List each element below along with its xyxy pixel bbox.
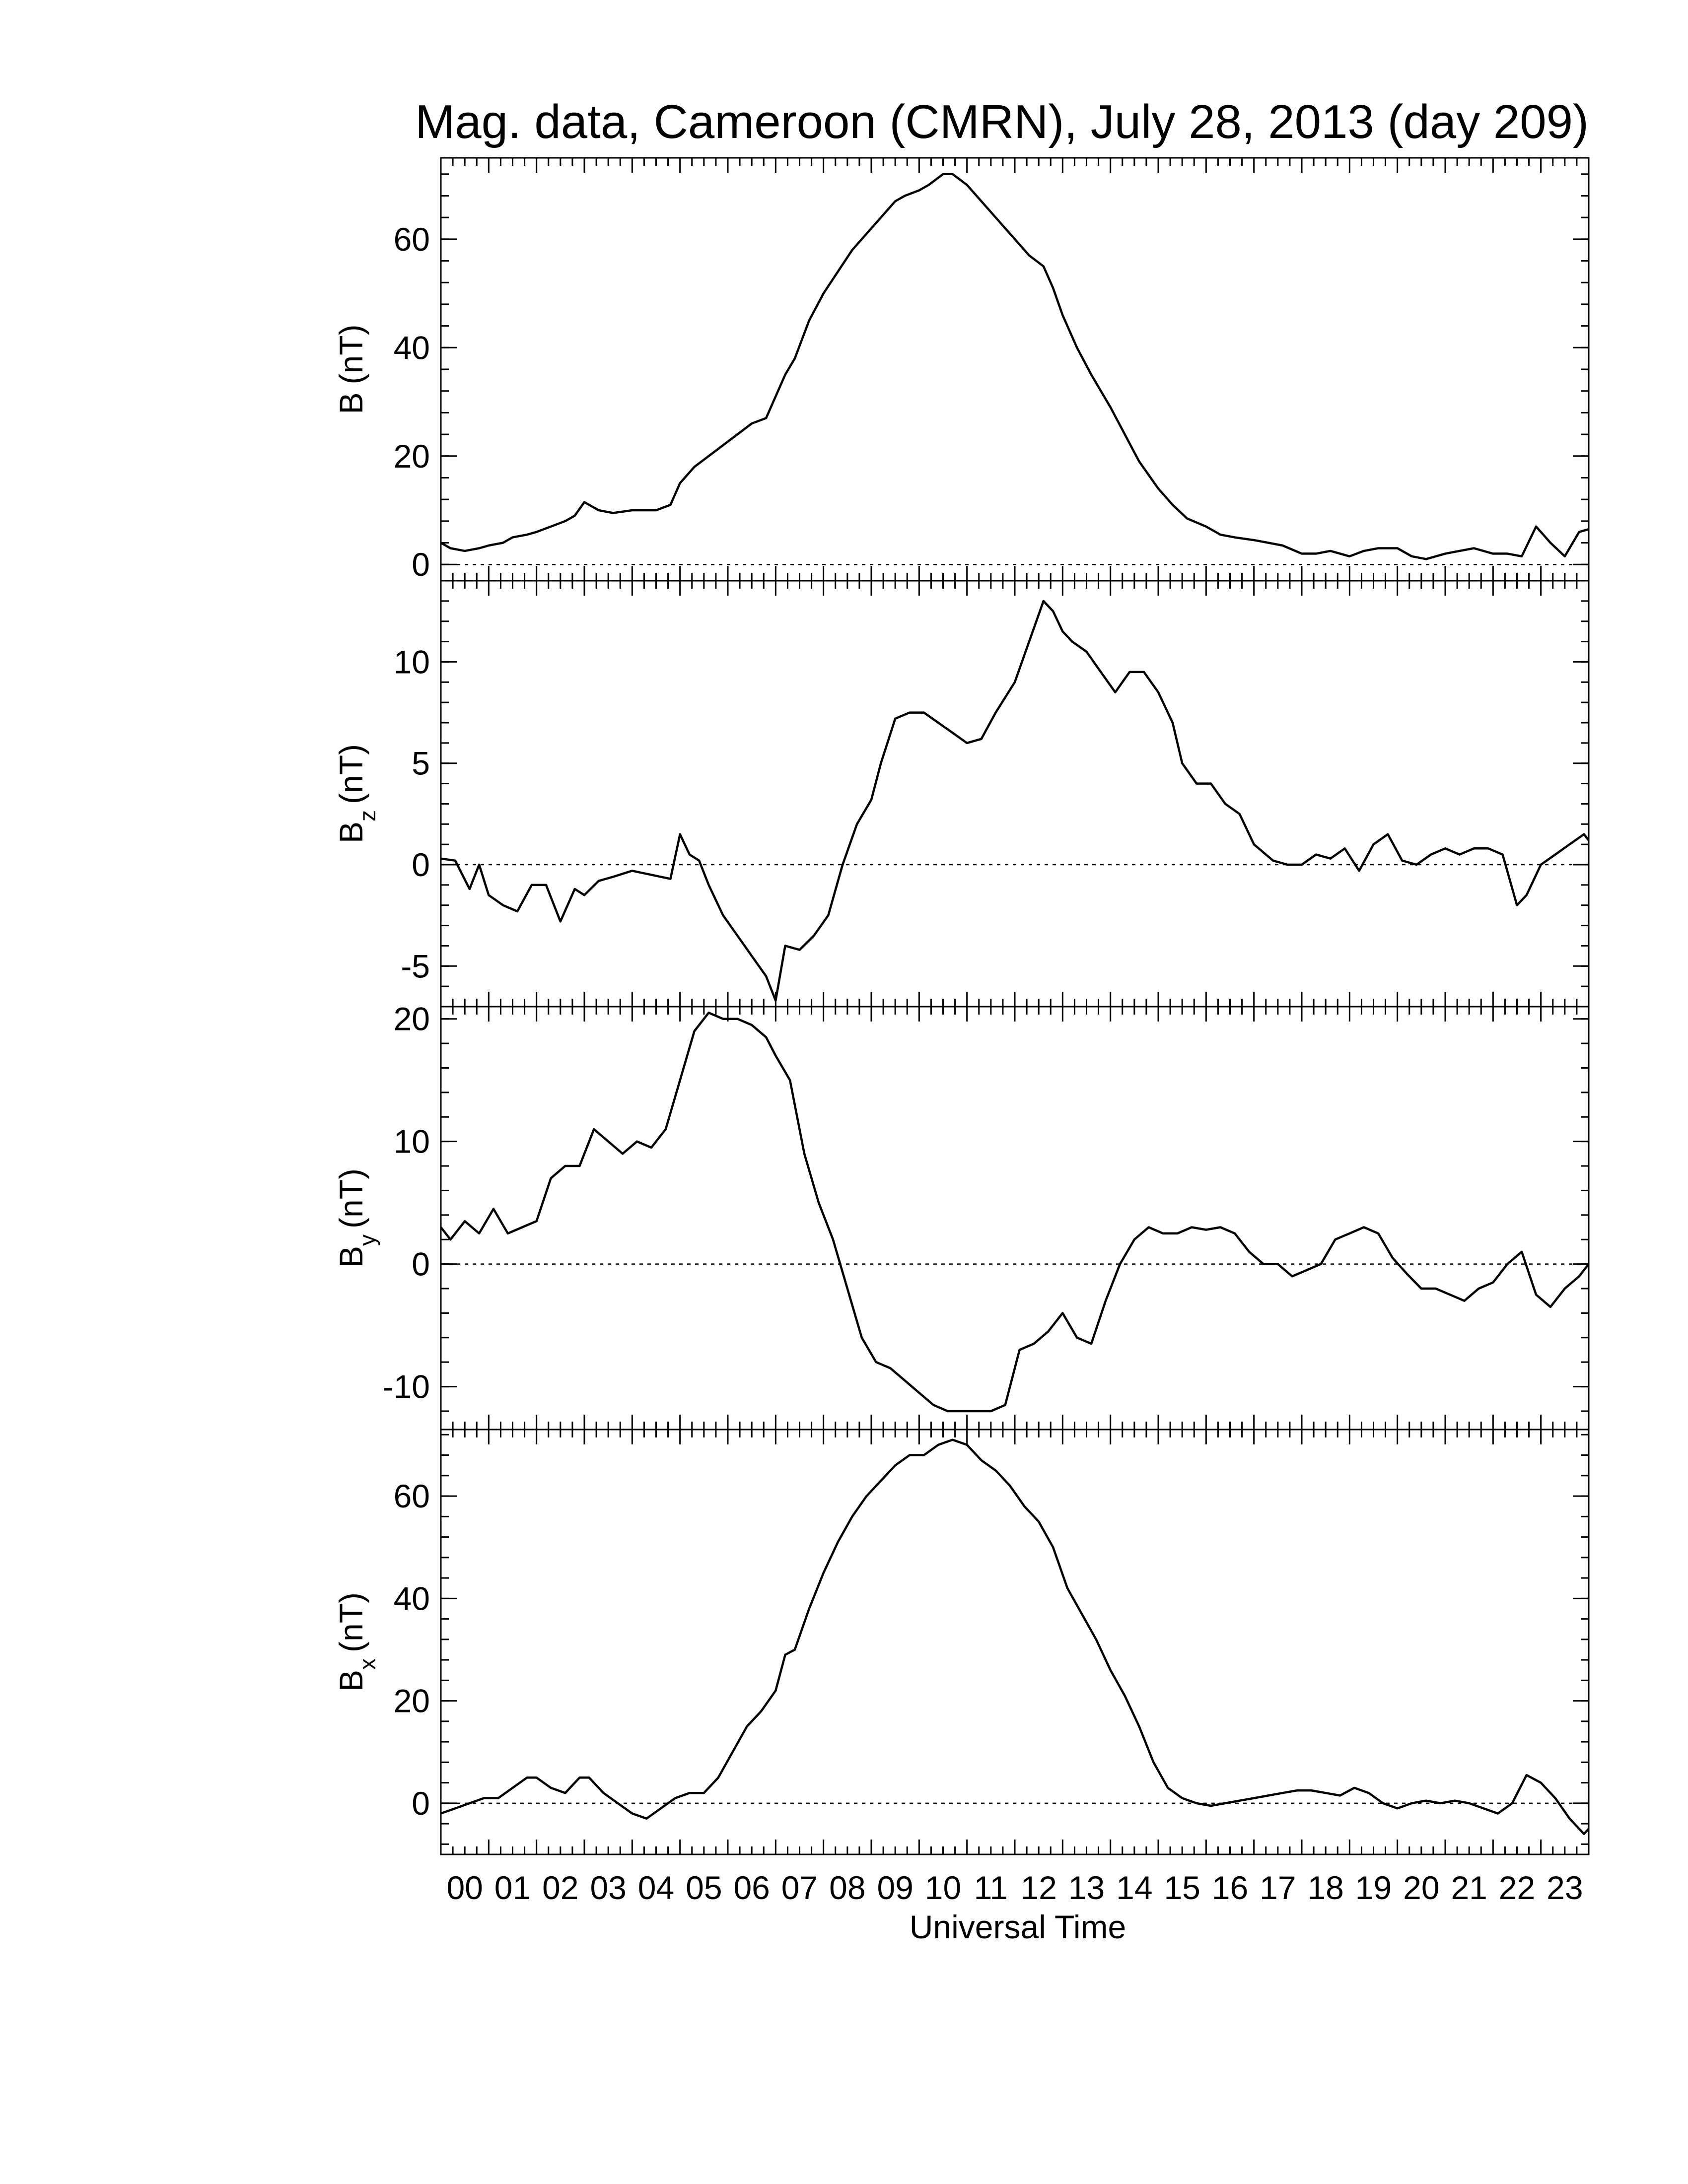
y-tick-label: 0 <box>412 546 430 583</box>
x-tick-label: 18 <box>1307 1869 1343 1906</box>
x-tick-label: 12 <box>1020 1869 1056 1906</box>
x-tick-label: 06 <box>733 1869 770 1906</box>
x-tick-label: 04 <box>638 1869 674 1906</box>
x-tick-label: 03 <box>590 1869 626 1906</box>
y-axis-label-main: B <box>333 1246 369 1268</box>
x-tick-label: 14 <box>1116 1869 1152 1906</box>
x-tick-label: 07 <box>781 1869 818 1906</box>
x-tick-label: 19 <box>1355 1869 1392 1906</box>
y-axis-label-main: B <box>333 392 369 414</box>
y-axis-label-main: B <box>333 1670 369 1692</box>
y-tick-label: 20 <box>394 438 430 475</box>
panel-B: 0 20 40 60 B (nT) <box>333 157 1590 583</box>
y-tick-label: 20 <box>394 1001 430 1037</box>
y-axis-label-subscript: x <box>354 1658 380 1670</box>
y-axis-label-B: B (nT) <box>333 324 369 414</box>
series-line-B <box>440 173 1589 560</box>
x-tick-label: 21 <box>1451 1869 1487 1906</box>
y-tick-label: 0 <box>412 1785 430 1822</box>
y-tick-label: 40 <box>394 1580 430 1617</box>
y-tick-label: 0 <box>412 846 430 883</box>
x-axis-label: Universal Time <box>910 1909 1126 1945</box>
y-tick-label: 60 <box>394 221 430 258</box>
x-tick-label: 22 <box>1499 1869 1535 1906</box>
y-tick-label: 0 <box>412 1246 430 1283</box>
x-tick-label: 20 <box>1403 1869 1439 1906</box>
panel-Bz: -5 0 5 10 Bz (nT) <box>333 580 1590 1008</box>
x-tick-label: 15 <box>1164 1869 1200 1906</box>
y-tick-label: -10 <box>383 1368 430 1405</box>
panels-group: 0 20 40 60 B (nT) -5 0 5 10 Bz (nT) -10 0 10 20 By (nT) 0 2… <box>333 157 1590 1855</box>
y-tick-label: 5 <box>412 745 430 782</box>
y-axis-label-Bx: Bx (nT) <box>333 1592 380 1692</box>
x-tick-label: 08 <box>829 1869 865 1906</box>
y-tick-label: 60 <box>394 1478 430 1514</box>
y-axis-label-subscript: z <box>354 810 380 821</box>
y-axis-label-By: By (nT) <box>333 1168 380 1268</box>
x-tick-label: 17 <box>1260 1869 1296 1906</box>
panel-By: -10 0 10 20 By (nT) <box>333 1001 1590 1431</box>
y-tick-label: 40 <box>394 329 430 366</box>
y-axis-label-Bz: Bz (nT) <box>333 744 380 843</box>
y-axis-label-subscript: y <box>354 1234 380 1246</box>
x-tick-label: 23 <box>1547 1869 1583 1906</box>
series-line-By <box>440 1012 1590 1413</box>
panel-Bx: 0 20 40 60 Bx (nT) <box>333 1429 1590 1855</box>
y-axis-label-main: B <box>333 821 369 843</box>
panel-frame-Bz <box>440 580 1590 1008</box>
y-tick-label: 20 <box>394 1683 430 1719</box>
x-tick-label: 09 <box>877 1869 913 1906</box>
x-tick-label: 11 <box>974 1869 1008 1906</box>
y-axis-label-unit: (nT) <box>333 744 369 804</box>
x-tick-label: 10 <box>925 1869 961 1906</box>
y-axis-label-unit: (nT) <box>333 1592 369 1652</box>
chart-title: Mag. data, Cameroon (CMRN), July 28, 201… <box>415 95 1589 148</box>
x-tick-label: 13 <box>1068 1869 1105 1906</box>
y-tick-label: -5 <box>401 948 430 984</box>
panel-frame-B <box>440 157 1590 582</box>
series-line-Bz <box>440 600 1590 1002</box>
x-tick-label: 00 <box>446 1869 483 1906</box>
y-axis-label-unit: (nT) <box>333 1168 369 1228</box>
x-tick-label: 02 <box>542 1869 578 1906</box>
y-axis-label-unit: (nT) <box>333 324 369 384</box>
series-line-Bx <box>440 1438 1590 1835</box>
x-tick-label: 16 <box>1212 1869 1248 1906</box>
x-axis-tick-labels: 00 01 02 03 04 05 06 07 08 09 10 11 12 13 14 15 16 17 18 19… <box>446 1869 1583 1906</box>
y-tick-label: 10 <box>394 1123 430 1160</box>
x-tick-label: 05 <box>686 1869 722 1906</box>
x-tick-label: 01 <box>494 1869 531 1906</box>
y-tick-label: 10 <box>394 643 430 680</box>
